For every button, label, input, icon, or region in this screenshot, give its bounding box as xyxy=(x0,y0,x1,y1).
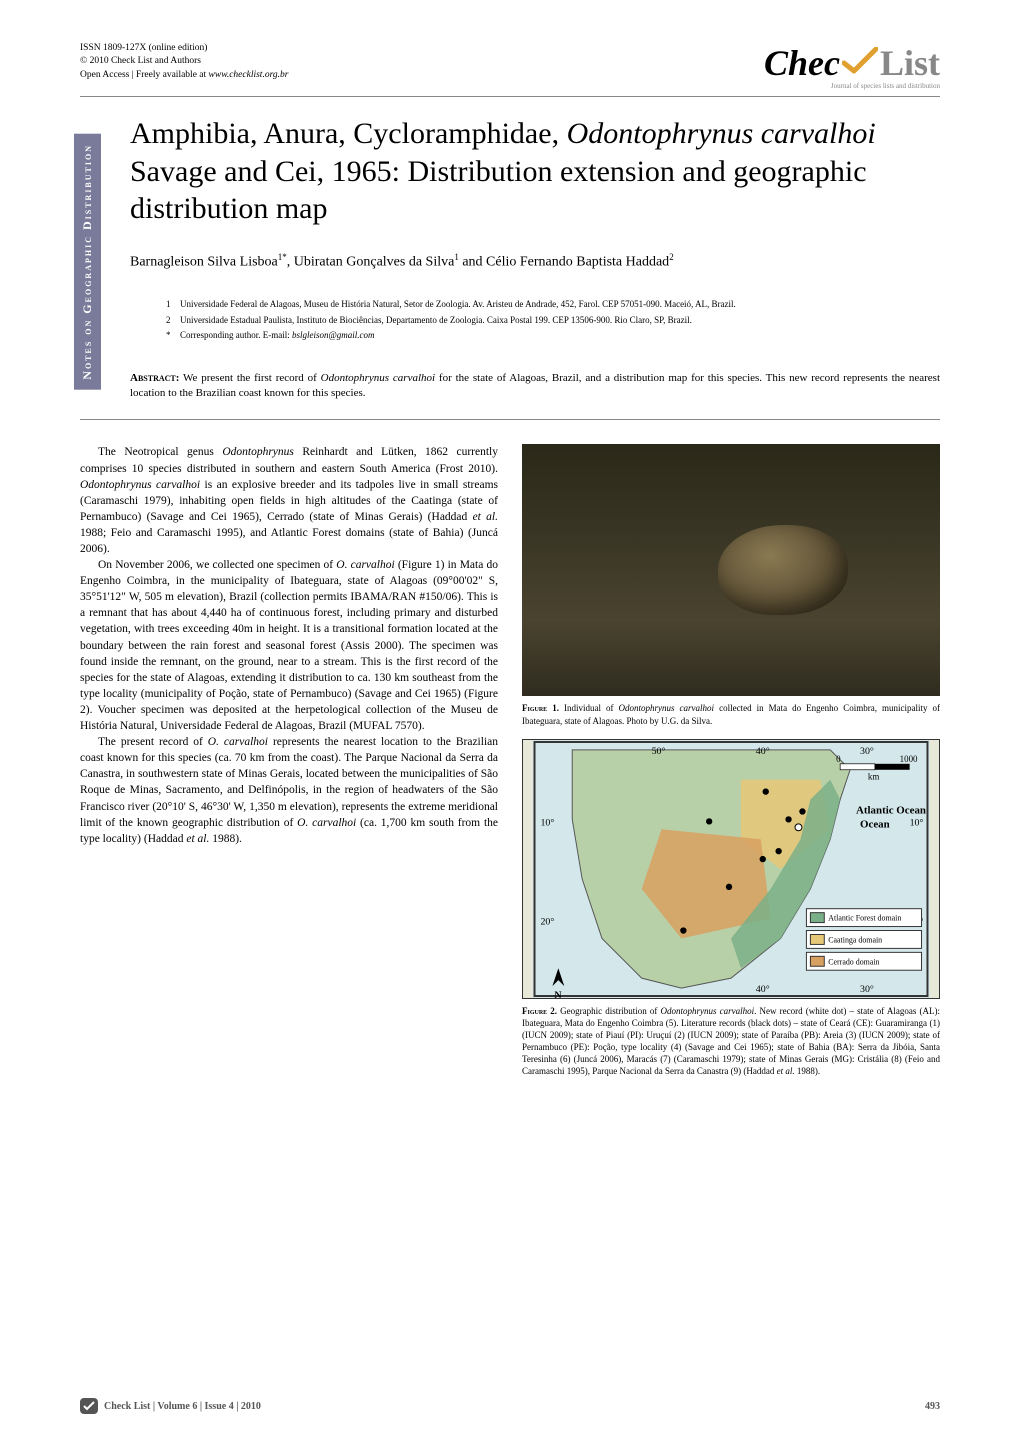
svg-text:Atlantic Ocean: Atlantic Ocean xyxy=(856,804,926,816)
logo-check: Chec xyxy=(764,42,840,84)
svg-text:km: km xyxy=(868,771,879,781)
svg-text:Ocean: Ocean xyxy=(860,818,890,830)
logo-list: List xyxy=(880,42,940,84)
journal-logo-block: Chec List Journal of species lists and d… xyxy=(764,42,940,90)
svg-text:Atlantic Forest domain: Atlantic Forest domain xyxy=(828,913,901,922)
svg-text:30°: 30° xyxy=(860,984,874,995)
page-header: ISSN 1809-127X (online edition) © 2010 C… xyxy=(80,42,940,97)
abstract: Abstract: We present the first record of… xyxy=(130,371,940,402)
svg-text:Cerrado domain: Cerrado domain xyxy=(828,957,879,966)
paragraph-1: The Neotropical genus Odontophrynus Rein… xyxy=(80,444,498,557)
page-number: 493 xyxy=(925,1401,940,1412)
figure-1: Figure 1. Individual of Odontophrynus ca… xyxy=(522,444,940,726)
issn-line: ISSN 1809-127X (online edition) xyxy=(80,42,288,55)
page-footer: Check List | Volume 6 | Issue 4 | 2010 4… xyxy=(80,1398,940,1414)
header-meta: ISSN 1809-127X (online edition) © 2010 C… xyxy=(80,42,288,82)
article-head: Amphibia, Anura, Cycloramphidae, Odontop… xyxy=(130,115,940,401)
copyright-line: © 2010 Check List and Authors xyxy=(80,55,288,68)
figure-2: 50° 40° 30° 40° 30° 10° 10° 20° 20° 0 10… xyxy=(522,739,940,1078)
figure-2-map: 50° 40° 30° 40° 30° 10° 10° 20° 20° 0 10… xyxy=(522,739,940,999)
svg-text:40°: 40° xyxy=(756,984,770,995)
figures-column: Figure 1. Individual of Odontophrynus ca… xyxy=(522,444,940,1089)
footer-left: Check List | Volume 6 | Issue 4 | 2010 xyxy=(80,1398,261,1414)
logo-tick-icon xyxy=(842,47,878,75)
svg-text:0: 0 xyxy=(836,754,841,764)
svg-text:10°: 10° xyxy=(540,817,554,828)
body-columns: The Neotropical genus Odontophrynus Rein… xyxy=(80,444,940,1089)
svg-text:N: N xyxy=(554,990,562,998)
access-line: Open Access | Freely available at www.ch… xyxy=(80,69,288,82)
svg-text:Caatinga domain: Caatinga domain xyxy=(828,935,882,944)
paragraph-3: The present record of O. carvalhoi repre… xyxy=(80,734,498,847)
body-text: The Neotropical genus Odontophrynus Rein… xyxy=(80,444,498,1089)
footer-tick-icon xyxy=(80,1398,98,1414)
svg-text:50°: 50° xyxy=(652,746,666,757)
svg-text:10°: 10° xyxy=(910,817,924,828)
affiliations: 1Universidade Federal de Alagoas, Museu … xyxy=(166,298,940,343)
map-legend: Atlantic Forest domain Caatinga domain C… xyxy=(806,908,921,970)
paragraph-2: On November 2006, we collected one speci… xyxy=(80,557,498,734)
svg-text:30°: 30° xyxy=(860,746,874,757)
svg-text:40°: 40° xyxy=(756,746,770,757)
figure-1-image xyxy=(522,444,940,696)
separator-rule xyxy=(80,419,940,420)
authors: Barnagleison Silva Lisboa1*, Ubiratan Go… xyxy=(130,252,940,271)
section-tab: Notes on Geographic Distribution xyxy=(74,134,101,390)
svg-text:20°: 20° xyxy=(540,916,554,927)
map-svg: 50° 40° 30° 40° 30° 10° 10° 20° 20° 0 10… xyxy=(523,740,939,998)
article-title: Amphibia, Anura, Cycloramphidae, Odontop… xyxy=(130,115,940,228)
figure-2-caption: Figure 2. Geographic distribution of Odo… xyxy=(522,1005,940,1078)
svg-text:1000: 1000 xyxy=(900,754,918,764)
figure-1-caption: Figure 1. Individual of Odontophrynus ca… xyxy=(522,702,940,726)
